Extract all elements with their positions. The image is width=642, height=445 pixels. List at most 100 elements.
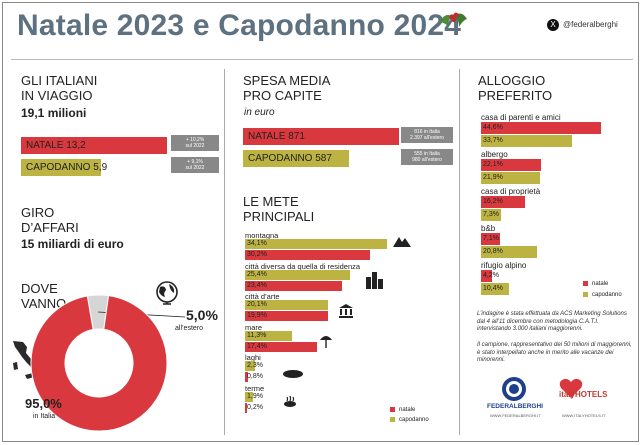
capodanno-value-label: 20,8% <box>483 248 503 255</box>
column-divider <box>224 69 225 435</box>
pie-slice-italia <box>30 295 168 432</box>
capodanno-value-label: 25,4% <box>247 270 267 278</box>
spesa-heading: SPESA MEDIA PRO CAPITE <box>243 73 330 103</box>
header-divider <box>11 59 633 60</box>
natale-value-label: 30,2% <box>247 251 267 258</box>
affari-value: 15 miliardi di euro <box>21 237 124 251</box>
lake-icon <box>283 370 303 378</box>
alloggio-heading-line2: PREFERITO <box>478 88 553 103</box>
globe-icon <box>156 281 178 305</box>
affari-heading-line2: D’AFFARI <box>21 220 79 235</box>
column-divider <box>459 69 460 435</box>
spesa-natale-note: 816 in Italia 2.397 all’estero <box>401 127 453 143</box>
viaggio-heading-line1: GLI ITALIANI <box>21 73 98 88</box>
capodanno-bar: 10,4% <box>481 283 510 295</box>
natale-bar: 44,6% <box>481 122 602 134</box>
viaggio-capodanno-label: CAPODANNO 5,9 <box>26 162 108 173</box>
capodanno-bar: 34,1% <box>245 239 387 249</box>
holly-icon <box>439 12 467 27</box>
natale-bar: 0,2% <box>245 402 263 413</box>
natale-value-label: 0,8% <box>247 373 263 380</box>
category-label: b&b <box>481 224 496 233</box>
capodanno-value-label: 1,9% <box>247 392 263 400</box>
spesa-unit: in euro <box>244 107 275 118</box>
spesa-natale-note-line2: 2.397 all’estero <box>410 135 444 141</box>
capodanno-value-label: 2,3% <box>247 362 263 369</box>
methodology-paragraph-1: L’indagine è stata effettuata da ACS Mar… <box>477 311 627 332</box>
spesa-capodanno-note-line1: 555 in Italia <box>414 151 440 157</box>
capodanno-bar: 20,1% <box>245 300 329 310</box>
natale-bar: 7,1% <box>481 233 501 245</box>
capodanno-value-label: 21,9% <box>483 174 503 181</box>
alloggio-legend-natale: natale <box>583 281 608 287</box>
natale-bar: 17,4% <box>245 341 318 352</box>
viaggio-total: 19,1 milioni <box>21 106 87 120</box>
capodanno-bar: 1,9% <box>245 391 263 402</box>
spesa-natale-note-line1: 816 in Italia <box>414 129 440 135</box>
alloggio-heading-line1: ALLOGGIO <box>478 73 546 88</box>
capodanno-bar: 33,7% <box>481 135 572 147</box>
category-label: casa di proprietà <box>481 187 541 196</box>
category-label: casa di parenti e amici <box>481 113 561 122</box>
alloggio-legend-natale-label: natale <box>592 281 609 288</box>
city-icon <box>366 272 383 289</box>
natale-value-label: 16,2% <box>483 198 503 205</box>
federalberghi-logo-text: FEDERALBERGHI <box>487 403 543 410</box>
natale-value-label: 22,1% <box>483 161 503 168</box>
capodanno-value-label: 20,1% <box>247 301 267 308</box>
natale-bar: 4,2% <box>481 270 499 282</box>
capodanno-value-label: 10,4% <box>483 285 503 292</box>
capodanno-value-label: 33,7% <box>483 137 503 144</box>
alloggio-heading: ALLOGGIO PREFERITO <box>478 73 552 103</box>
capodanno-value-label: 11,3% <box>247 331 267 339</box>
beach-umbrella-icon <box>320 336 332 348</box>
mete-heading-line1: LE METE <box>243 194 299 209</box>
category-label: mare <box>245 322 263 332</box>
federalberghi-emblem-icon <box>502 377 526 401</box>
page-title: Natale 2023 e Capodanno 2024 <box>17 9 462 42</box>
museum-icon <box>339 304 353 318</box>
natale-bar: 16,2% <box>481 196 525 208</box>
italyhotels-heart-icon <box>559 378 583 398</box>
viaggio-natale-note: + 10,2% sul 2022 <box>171 135 219 151</box>
spesa-capodanno-label: CAPODANNO 587 <box>248 153 332 164</box>
viaggio-natale-label: NATALE 13,2 <box>26 140 86 151</box>
pie-estero-caption: all’estero <box>175 325 204 332</box>
natale-value-label: 23,4% <box>247 281 267 289</box>
viaggio-heading: GLI ITALIANI IN VIAGGIO <box>21 73 97 103</box>
federalberghi-url: WWW.FEDERALBERGHI.IT <box>490 413 541 418</box>
category-label: città diversa da quella di residenza <box>245 261 361 271</box>
dove-heading-line2: VANNO <box>21 296 67 311</box>
natale-value-label: 4,2% <box>483 272 499 279</box>
mete-legend-capodanno-label: capodanno <box>399 417 429 424</box>
italyhotels-url: WWW.ITALYHOTELS.IT <box>562 413 606 418</box>
spa-icon <box>284 396 296 407</box>
viaggio-natale-note-line1: + 10,2% <box>185 137 205 143</box>
spesa-natale-label: NATALE 871 <box>248 131 305 142</box>
capodanno-bar: 11,3% <box>245 330 292 341</box>
x-logo-icon: X <box>547 19 559 31</box>
category-label: terme <box>245 383 265 393</box>
natale-value-label: 7,1% <box>483 235 499 242</box>
category-label: montagna <box>245 231 279 240</box>
methodology-paragraph-2: Il campione, rappresentativo dei 50 mili… <box>477 342 632 363</box>
affari-heading-line1: GIRO <box>21 205 55 220</box>
viaggio-natale-note-line2: sul 2022 <box>185 143 205 149</box>
viaggio-natale-bar: NATALE 13,2 <box>21 137 167 154</box>
natale-bar: 0,8% <box>245 372 263 382</box>
natale-bar: 30,2% <box>245 250 371 260</box>
natale-bar: 19,9% <box>245 311 328 321</box>
capodanno-bar: 7,3% <box>481 209 501 221</box>
mete-heading-line2: PRINCIPALI <box>243 209 315 224</box>
alloggio-legend-capodanno: capodanno <box>583 292 622 298</box>
mountain-icon <box>393 237 411 247</box>
capodanno-bar: 20,8% <box>481 246 538 258</box>
dove-pie-chart <box>30 294 186 432</box>
pie-italia-caption: in Italia <box>33 413 56 420</box>
spesa-heading-line1: SPESA MEDIA <box>243 73 331 88</box>
capodanno-value-label: 34,1% <box>247 240 267 247</box>
capodanno-bar: 25,4% <box>245 269 351 280</box>
category-label: laghi <box>245 353 261 362</box>
social-handle-text: @federalberghi <box>563 20 618 30</box>
